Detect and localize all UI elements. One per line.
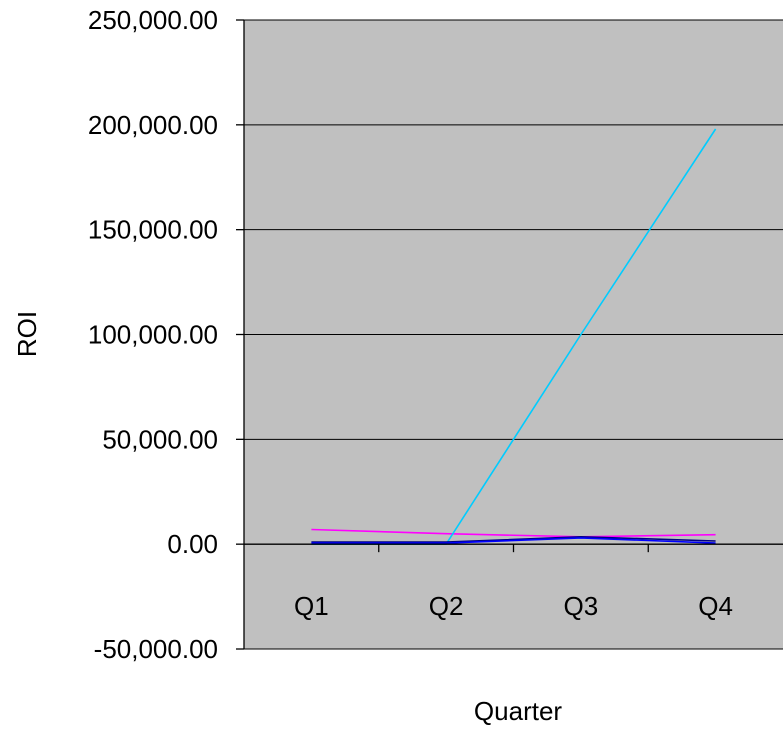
x-axis-title: Quarter (474, 696, 562, 726)
x-tick-label: Q3 (564, 591, 599, 621)
y-tick-label: 0.00 (167, 529, 218, 559)
series-line-4 (311, 537, 716, 544)
y-tick-label: 150,000.00 (88, 215, 218, 245)
x-tick-labels: Q1 Q2 Q3 Q4 (294, 591, 733, 621)
y-tick-label: 250,000.00 (88, 5, 218, 35)
x-tick-label: Q4 (698, 591, 733, 621)
axes (236, 19, 783, 650)
series-line-1 (311, 528, 716, 538)
y-tick-label: 200,000.00 (88, 110, 218, 140)
x-tick-label: Q1 (294, 591, 329, 621)
y-tick-label: 50,000.00 (102, 424, 218, 454)
x-tick-label: Q2 (429, 591, 464, 621)
y-axis-title: ROI (12, 311, 42, 357)
y-tick-labels: -50,000.00 0.00 50,000.00 100,000.00 150,000… (88, 5, 218, 664)
series-line-3 (311, 535, 716, 543)
y-tick-label: 100,000.00 (88, 320, 218, 350)
y-tick-label: -50,000.00 (94, 634, 218, 664)
